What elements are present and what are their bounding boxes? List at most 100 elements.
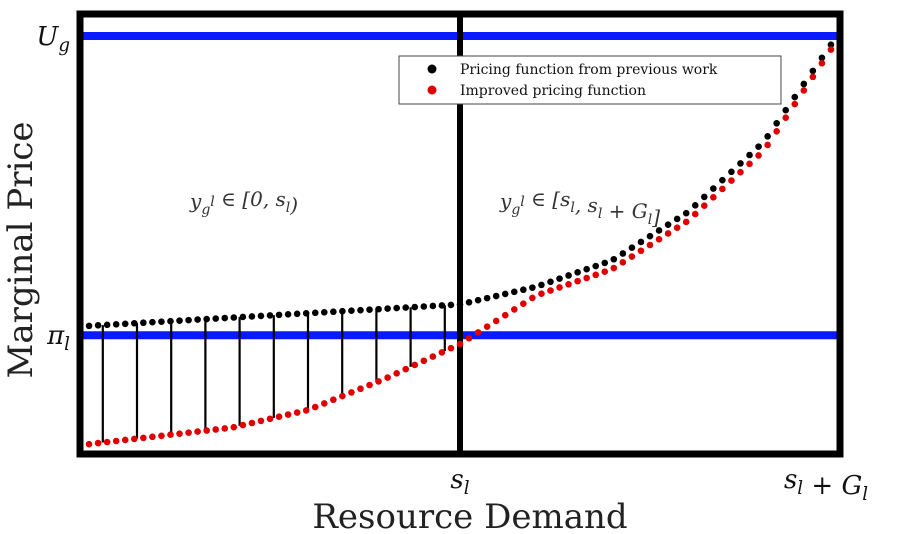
data-point	[728, 168, 735, 176]
data-point	[719, 176, 726, 184]
legend-marker-improved	[427, 85, 437, 95]
data-point	[565, 272, 572, 279]
data-point	[284, 311, 292, 318]
x-axis-label: Resource Demand	[312, 497, 627, 534]
data-point	[248, 419, 256, 427]
data-point	[682, 209, 690, 217]
data-point	[492, 317, 500, 325]
data-point	[483, 294, 491, 302]
data-point	[447, 301, 455, 309]
data-point	[719, 185, 726, 193]
data-point	[592, 262, 600, 270]
data-point	[339, 307, 346, 315]
data-point	[755, 143, 762, 150]
data-point	[800, 87, 808, 94]
data-point	[764, 141, 771, 149]
data-point	[818, 59, 826, 67]
data-point	[140, 319, 147, 327]
data-point	[221, 425, 229, 432]
data-point	[375, 305, 382, 313]
data-point	[112, 321, 120, 328]
data-point	[429, 353, 437, 360]
data-point	[230, 314, 238, 321]
data-point	[330, 396, 337, 404]
data-point	[366, 306, 373, 313]
data-point	[311, 309, 319, 317]
data-point	[330, 308, 337, 316]
data-point	[212, 315, 220, 322]
data-point	[691, 201, 699, 209]
data-point	[257, 417, 265, 425]
data-point	[520, 286, 527, 294]
data-point	[592, 271, 600, 279]
data-point	[438, 302, 446, 309]
data-point	[547, 278, 554, 286]
data-point	[402, 304, 410, 311]
data-point	[94, 322, 102, 329]
data-point	[348, 307, 355, 314]
data-point	[682, 218, 690, 226]
legend: Pricing function from previous work Impr…	[398, 55, 782, 105]
data-point	[384, 374, 391, 381]
data-point	[357, 306, 364, 314]
data-point	[357, 385, 364, 393]
data-point	[103, 321, 111, 329]
y-tick-label-pi: πl	[46, 321, 70, 355]
data-point	[565, 280, 572, 288]
data-point	[773, 128, 780, 135]
data-point	[737, 160, 744, 167]
data-point	[601, 268, 609, 276]
data-point	[646, 241, 654, 249]
data-point	[637, 238, 645, 246]
data-point	[248, 313, 256, 320]
data-point	[655, 227, 663, 234]
data-point	[538, 281, 545, 289]
data-point	[167, 317, 174, 325]
data-point	[176, 430, 183, 437]
data-point	[302, 310, 310, 317]
data-point	[149, 433, 156, 441]
data-point	[619, 258, 627, 266]
data-point	[610, 255, 618, 263]
data-point	[637, 247, 645, 255]
y-tick-label-ug: Ug	[36, 22, 70, 56]
data-point	[755, 152, 762, 159]
data-point	[140, 434, 147, 442]
data-point	[456, 340, 464, 348]
data-point	[230, 423, 238, 431]
data-point	[710, 185, 717, 192]
data-point	[510, 306, 518, 313]
data-point	[456, 301, 464, 308]
legend-box	[398, 55, 782, 105]
data-point	[818, 54, 826, 62]
data-point	[239, 421, 247, 429]
plot-frame	[76, 10, 844, 458]
data-point	[311, 403, 319, 411]
data-point	[438, 349, 446, 356]
data-point	[85, 322, 93, 330]
data-point	[827, 41, 835, 48]
data-point	[474, 296, 482, 304]
data-point	[510, 288, 518, 296]
data-point	[583, 265, 590, 273]
data-point	[167, 431, 174, 439]
series-previous	[76, 28, 844, 330]
data-point	[501, 311, 509, 319]
data-point	[239, 313, 247, 321]
data-point	[348, 389, 355, 396]
x-tick-label-slgl: sl + Gl	[784, 465, 868, 505]
data-point	[366, 381, 373, 389]
data-point	[809, 73, 817, 81]
y-axis-label: Marginal Price	[1, 122, 41, 379]
data-point	[529, 284, 536, 291]
data-point	[257, 312, 265, 320]
data-point	[483, 323, 491, 331]
data-point	[130, 435, 138, 443]
data-point	[293, 409, 301, 416]
data-point	[520, 300, 527, 307]
series-improved	[76, 32, 844, 449]
data-point	[393, 304, 400, 312]
data-point	[700, 193, 708, 201]
data-point	[782, 106, 790, 114]
